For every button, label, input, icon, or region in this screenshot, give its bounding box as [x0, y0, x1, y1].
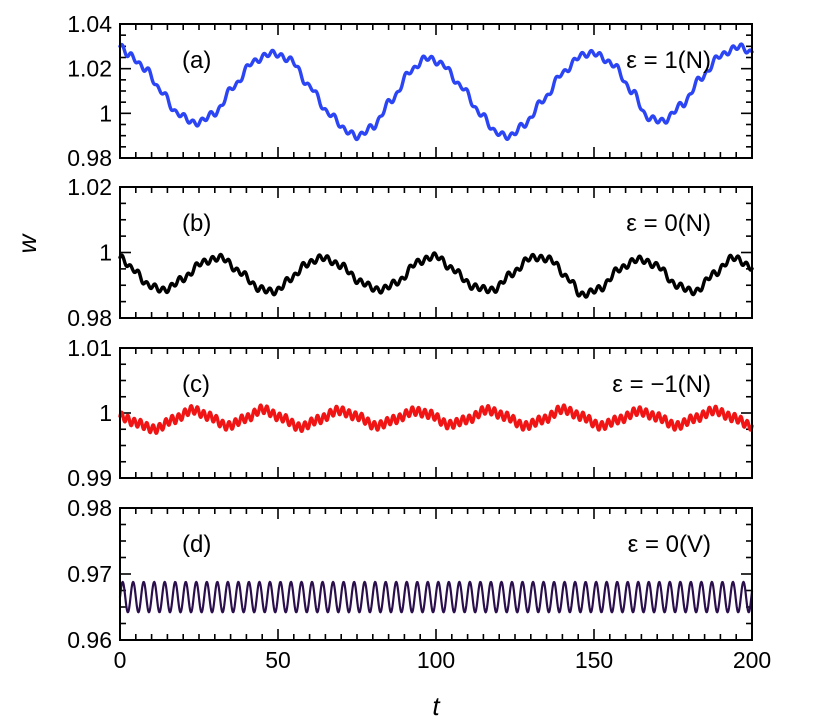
x-tick-label: 0	[114, 647, 127, 673]
panel-c-frame	[119, 347, 753, 479]
panel-c: 0.99 1 1.01 (c) ε = −1(N)	[67, 335, 754, 491]
y-tick-label: 0.98	[67, 305, 112, 331]
annotation-label: ε = 0(N)	[626, 210, 711, 237]
panel-d-frame	[119, 507, 753, 641]
panel-label: (b)	[182, 210, 211, 237]
y-tick-label: 0.98	[67, 495, 112, 521]
x-tick-label: 50	[265, 647, 291, 673]
x-axis-title: t	[432, 691, 441, 721]
panel-b-frame	[119, 186, 753, 319]
y-axis-title: w	[12, 232, 42, 253]
y-tick-label: 1.02	[67, 56, 112, 82]
y-tick-label: 1	[99, 400, 112, 426]
panel-a-frame	[119, 23, 753, 159]
y-tick-label: 1.01	[67, 335, 112, 361]
series-line-c	[118, 403, 754, 435]
y-tick-label: 1	[99, 240, 112, 266]
panel-d-ticks	[119, 507, 753, 641]
annotation-label: ε = 0(V)	[628, 531, 711, 558]
y-tick-label: 1	[99, 100, 112, 126]
y-tick-label: 1.02	[67, 174, 112, 200]
panel-b: 0.98 1 1.02 (b) ε = 0(N)	[67, 174, 754, 331]
series-line-b	[118, 251, 754, 299]
series-line-d	[118, 580, 754, 614]
y-tick-label: 0.98	[67, 145, 112, 171]
series-line-a	[118, 42, 754, 142]
panel-label: (a)	[182, 47, 211, 74]
panel-label: (d)	[182, 531, 211, 558]
y-tick-label: 1.04	[67, 11, 112, 37]
y-tick-label: 0.97	[67, 561, 112, 587]
x-tick-labels: 0 50 100 150 200	[114, 647, 772, 673]
y-tick-label: 0.99	[67, 465, 112, 491]
y-tick-label: 0.96	[67, 627, 112, 653]
x-tick-label: 150	[575, 647, 613, 673]
x-tick-label: 200	[733, 647, 771, 673]
annotation-label: ε = 1(N)	[626, 47, 711, 74]
panel-d: 0.96 0.97 0.98 (d) ε = 0(V)	[67, 495, 754, 653]
panel-a: 0.98 1 1.02 1.04 (a) ε = 1(N)	[67, 11, 754, 171]
panels: 0.98 1 1.02 1.04 (a) ε = 1(N) 0.98 1 1.02 (b) ε = …	[67, 11, 754, 653]
x-tick-label: 100	[417, 647, 455, 673]
annotation-label: ε = −1(N)	[612, 371, 711, 398]
panel-label: (c)	[182, 371, 210, 398]
panel-a-ticks	[119, 23, 753, 159]
